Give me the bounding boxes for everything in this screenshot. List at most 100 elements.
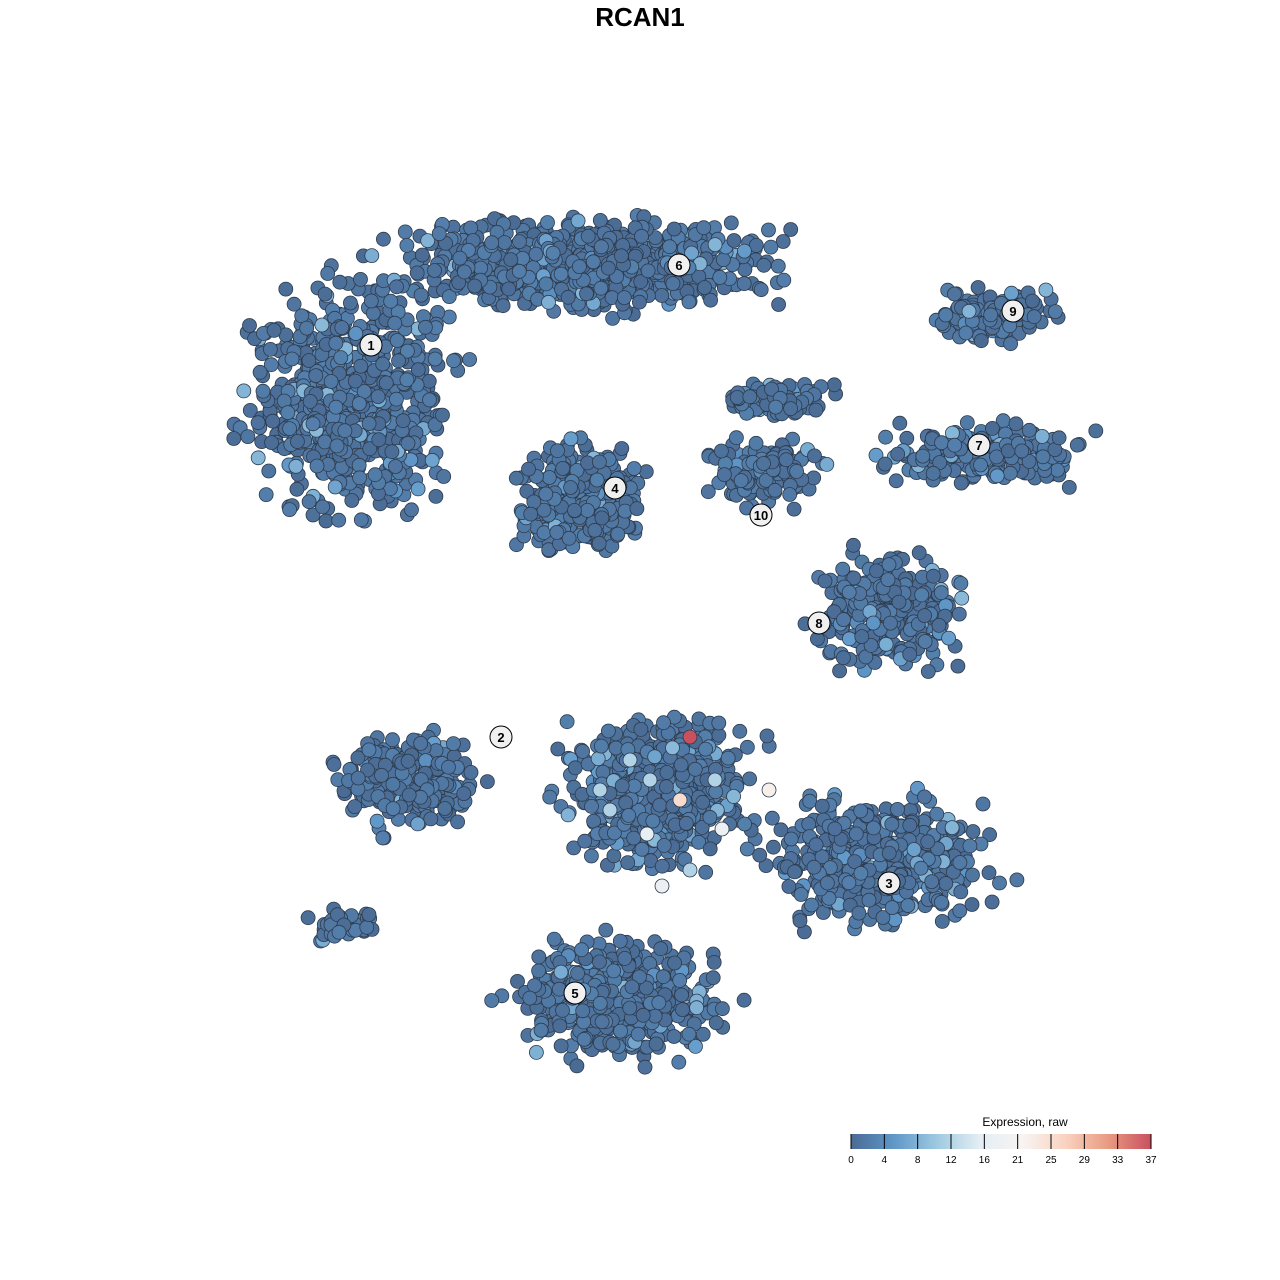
data-point: [913, 860, 929, 876]
data-point: [242, 402, 258, 418]
data-point: [347, 799, 363, 814]
data-point: [410, 816, 426, 832]
data-point: [952, 903, 968, 919]
data-point: [783, 222, 799, 237]
data-point: [961, 303, 977, 319]
data-point: [263, 357, 279, 373]
data-point: [672, 973, 688, 988]
data-point: [484, 993, 500, 1008]
data-point: [681, 1026, 697, 1042]
data-point: [707, 237, 723, 253]
data-point: [592, 212, 608, 228]
data-point: [941, 630, 956, 646]
data-point: [938, 876, 954, 891]
data-point: [550, 741, 566, 757]
data-point: [242, 318, 257, 333]
data-point: [739, 841, 755, 857]
data-point: [726, 233, 742, 248]
data-point: [920, 664, 936, 679]
data-point: [497, 235, 512, 250]
data-point: [802, 793, 818, 809]
data-point: [697, 280, 712, 295]
data-point: [585, 254, 601, 270]
data-point: [783, 831, 799, 847]
data-point: [236, 383, 252, 399]
data-point: [503, 252, 519, 268]
data-point: [924, 874, 940, 889]
data-point: [353, 512, 369, 528]
data-point: [574, 942, 589, 958]
data-point: [1069, 437, 1085, 453]
data-point: [353, 271, 368, 287]
data-point: [973, 333, 989, 349]
data-point: [590, 751, 606, 767]
data-point: [817, 573, 833, 589]
data-point: [708, 1015, 724, 1031]
data-point: [456, 786, 472, 801]
data-point: [756, 456, 771, 471]
data-point: [851, 905, 867, 921]
data-point: [836, 650, 851, 666]
data-point: [526, 494, 542, 510]
data-point: [752, 847, 768, 863]
data-point: [388, 391, 404, 407]
data-point: [835, 561, 851, 577]
data-point: [587, 522, 603, 538]
data-point: [806, 859, 822, 875]
data-point: [431, 226, 447, 242]
data-point: [626, 830, 642, 846]
data-point: [563, 431, 579, 447]
data-point: [538, 486, 554, 502]
data-point: [622, 1000, 638, 1016]
data-point: [635, 1007, 651, 1023]
data-point: [361, 416, 377, 432]
data-point: [397, 224, 413, 240]
data-point: [508, 470, 524, 486]
data-point: [560, 807, 576, 823]
data-point: [1050, 462, 1065, 478]
data-point: [389, 279, 405, 295]
data-point: [363, 293, 379, 309]
data-point: [601, 723, 616, 739]
data-point: [326, 757, 342, 772]
data-point: [612, 933, 628, 949]
data-point: [375, 356, 391, 372]
data-point: [423, 811, 439, 827]
data-point: [262, 341, 278, 357]
data-point: [914, 587, 930, 603]
data-point: [369, 813, 385, 829]
data-point: [436, 469, 452, 484]
data-point: [445, 736, 461, 751]
data-point: [842, 631, 857, 647]
data-point: [385, 732, 400, 748]
data-point: [616, 290, 632, 306]
data-point: [934, 435, 949, 451]
data-point: [570, 213, 586, 229]
data-point: [342, 295, 358, 311]
data-point: [314, 317, 330, 333]
data-point: [667, 955, 682, 971]
data-point: [484, 235, 500, 251]
data-point: [695, 794, 711, 810]
data-point: [385, 801, 401, 816]
data-point: [1021, 422, 1037, 438]
data-point: [302, 393, 318, 409]
data-point: [569, 1058, 585, 1074]
data-point: [953, 884, 969, 900]
data-point: [424, 452, 440, 468]
data-point: [640, 263, 656, 279]
data-point: [804, 897, 819, 913]
data-point: [437, 801, 453, 816]
data-point: [613, 1023, 628, 1039]
data-point: [1014, 443, 1030, 459]
data-point: [965, 824, 981, 839]
data-point: [1002, 465, 1018, 481]
data-point: [410, 362, 426, 378]
data-point: [328, 399, 344, 415]
data-point: [388, 459, 403, 474]
data-point: [427, 351, 443, 367]
data-point: [819, 456, 835, 472]
data-point: [529, 1045, 544, 1060]
data-point: [1034, 428, 1050, 444]
data-point: [575, 1003, 591, 1019]
